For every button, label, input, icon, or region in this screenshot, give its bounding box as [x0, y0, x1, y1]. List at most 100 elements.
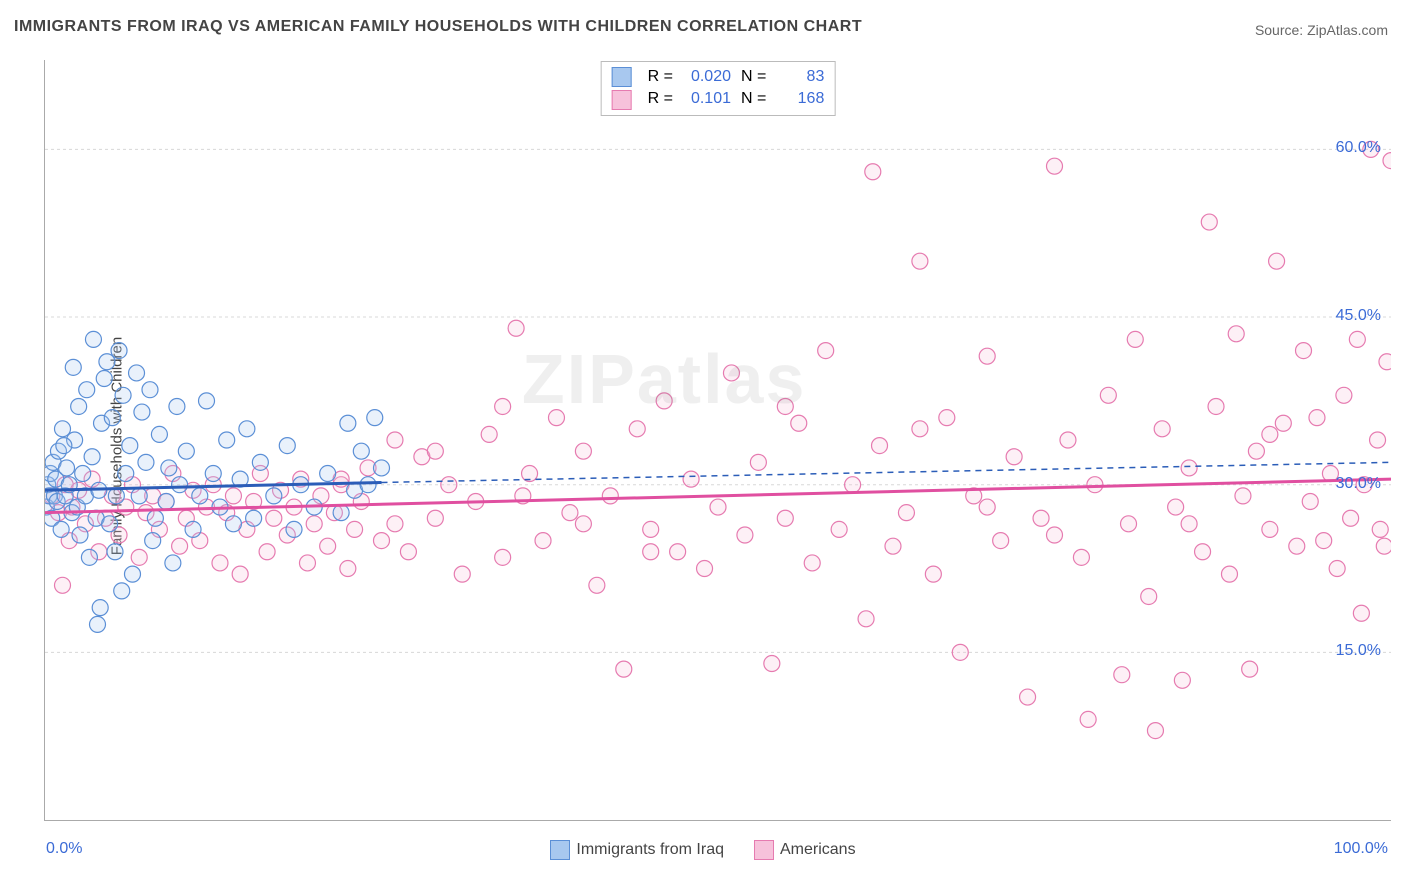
- data-point-amer: [400, 544, 416, 560]
- data-point-amer: [939, 410, 955, 426]
- data-point-amer: [710, 499, 726, 515]
- data-point-amer: [427, 443, 443, 459]
- data-point-amer: [1147, 723, 1163, 739]
- data-point-amer: [683, 471, 699, 487]
- data-point-amer: [347, 521, 363, 537]
- data-point-amer: [629, 421, 645, 437]
- data-point-iraq: [59, 460, 75, 476]
- data-point-iraq: [79, 382, 95, 398]
- data-point-iraq: [286, 521, 302, 537]
- data-point-amer: [1376, 538, 1391, 554]
- data-point-amer: [441, 477, 457, 493]
- data-point-amer: [575, 516, 591, 532]
- data-point-iraq: [266, 488, 282, 504]
- data-point-amer: [777, 398, 793, 414]
- data-point-amer: [374, 533, 390, 549]
- data-point-iraq: [92, 600, 108, 616]
- chart-title: IMMIGRANTS FROM IRAQ VS AMERICAN FAMILY …: [14, 18, 862, 36]
- data-point-iraq: [124, 566, 140, 582]
- data-point-iraq: [129, 365, 145, 381]
- data-point-iraq: [320, 466, 336, 482]
- data-point-amer: [1349, 331, 1365, 347]
- y-tick-label: 30.0%: [1336, 475, 1381, 493]
- data-point-iraq: [142, 382, 158, 398]
- stats-row: R = 0.020N = 83: [612, 66, 825, 88]
- data-point-amer: [602, 488, 618, 504]
- legend-swatch: [550, 840, 570, 860]
- data-point-iraq: [165, 555, 181, 571]
- stat-r-label: R =: [648, 88, 673, 110]
- chart-svg: [45, 60, 1391, 820]
- data-point-amer: [562, 505, 578, 521]
- stat-n-label: N =: [741, 66, 766, 88]
- data-point-iraq: [131, 488, 147, 504]
- legend-swatch: [612, 67, 632, 87]
- data-point-iraq: [374, 460, 390, 476]
- data-point-amer: [1047, 158, 1063, 174]
- legend-label: Americans: [780, 841, 856, 858]
- data-point-iraq: [225, 516, 241, 532]
- legend-item: Americans: [754, 840, 856, 860]
- data-point-amer: [831, 521, 847, 537]
- data-point-amer: [387, 432, 403, 448]
- data-point-amer: [1329, 561, 1345, 577]
- data-point-amer: [845, 477, 861, 493]
- data-point-iraq: [199, 393, 215, 409]
- data-point-iraq: [114, 583, 130, 599]
- data-point-amer: [1383, 153, 1391, 169]
- data-point-amer: [131, 549, 147, 565]
- data-point-amer: [777, 510, 793, 526]
- data-point-amer: [1154, 421, 1170, 437]
- data-point-amer: [481, 426, 497, 442]
- data-point-iraq: [118, 466, 134, 482]
- data-point-amer: [952, 644, 968, 660]
- data-point-iraq: [333, 505, 349, 521]
- data-point-iraq: [134, 404, 150, 420]
- data-point-amer: [1208, 398, 1224, 414]
- data-point-iraq: [75, 466, 91, 482]
- data-point-amer: [643, 544, 659, 560]
- data-point-iraq: [81, 549, 97, 565]
- data-point-iraq: [122, 438, 138, 454]
- data-point-iraq: [161, 460, 177, 476]
- data-point-amer: [1275, 415, 1291, 431]
- data-point-amer: [912, 421, 928, 437]
- data-point-amer: [1316, 533, 1332, 549]
- data-point-amer: [1269, 253, 1285, 269]
- data-point-amer: [1033, 510, 1049, 526]
- data-point-iraq: [102, 516, 118, 532]
- data-point-amer: [1289, 538, 1305, 554]
- data-point-amer: [299, 555, 315, 571]
- data-point-iraq: [185, 521, 201, 537]
- data-point-iraq: [239, 421, 255, 437]
- data-point-amer: [1060, 432, 1076, 448]
- legend-swatch: [754, 840, 774, 860]
- data-point-amer: [791, 415, 807, 431]
- data-point-amer: [535, 533, 551, 549]
- data-point-amer: [1379, 354, 1391, 370]
- data-point-iraq: [71, 398, 87, 414]
- y-tick-label: 45.0%: [1336, 307, 1381, 325]
- data-point-amer: [1127, 331, 1143, 347]
- data-point-amer: [1181, 460, 1197, 476]
- data-point-amer: [764, 656, 780, 672]
- data-point-iraq: [72, 527, 88, 543]
- data-point-iraq: [172, 477, 188, 493]
- data-point-amer: [508, 320, 524, 336]
- stat-r-value: 0.101: [683, 88, 731, 110]
- legend-item: Immigrants from Iraq: [550, 840, 724, 860]
- data-point-amer: [865, 164, 881, 180]
- source-attribution: Source: ZipAtlas.com: [1255, 22, 1388, 38]
- plot-area: R = 0.020N = 83R = 0.101N = 168 ZIPatlas…: [44, 60, 1391, 821]
- data-point-amer: [737, 527, 753, 543]
- data-point-amer: [979, 499, 995, 515]
- data-point-amer: [1296, 343, 1312, 359]
- data-point-amer: [1195, 544, 1211, 560]
- data-point-iraq: [246, 510, 262, 526]
- data-point-amer: [1262, 521, 1278, 537]
- data-point-amer: [495, 398, 511, 414]
- data-point-amer: [1201, 214, 1217, 230]
- data-point-iraq: [151, 426, 167, 442]
- data-point-iraq: [252, 454, 268, 470]
- data-point-iraq: [111, 343, 127, 359]
